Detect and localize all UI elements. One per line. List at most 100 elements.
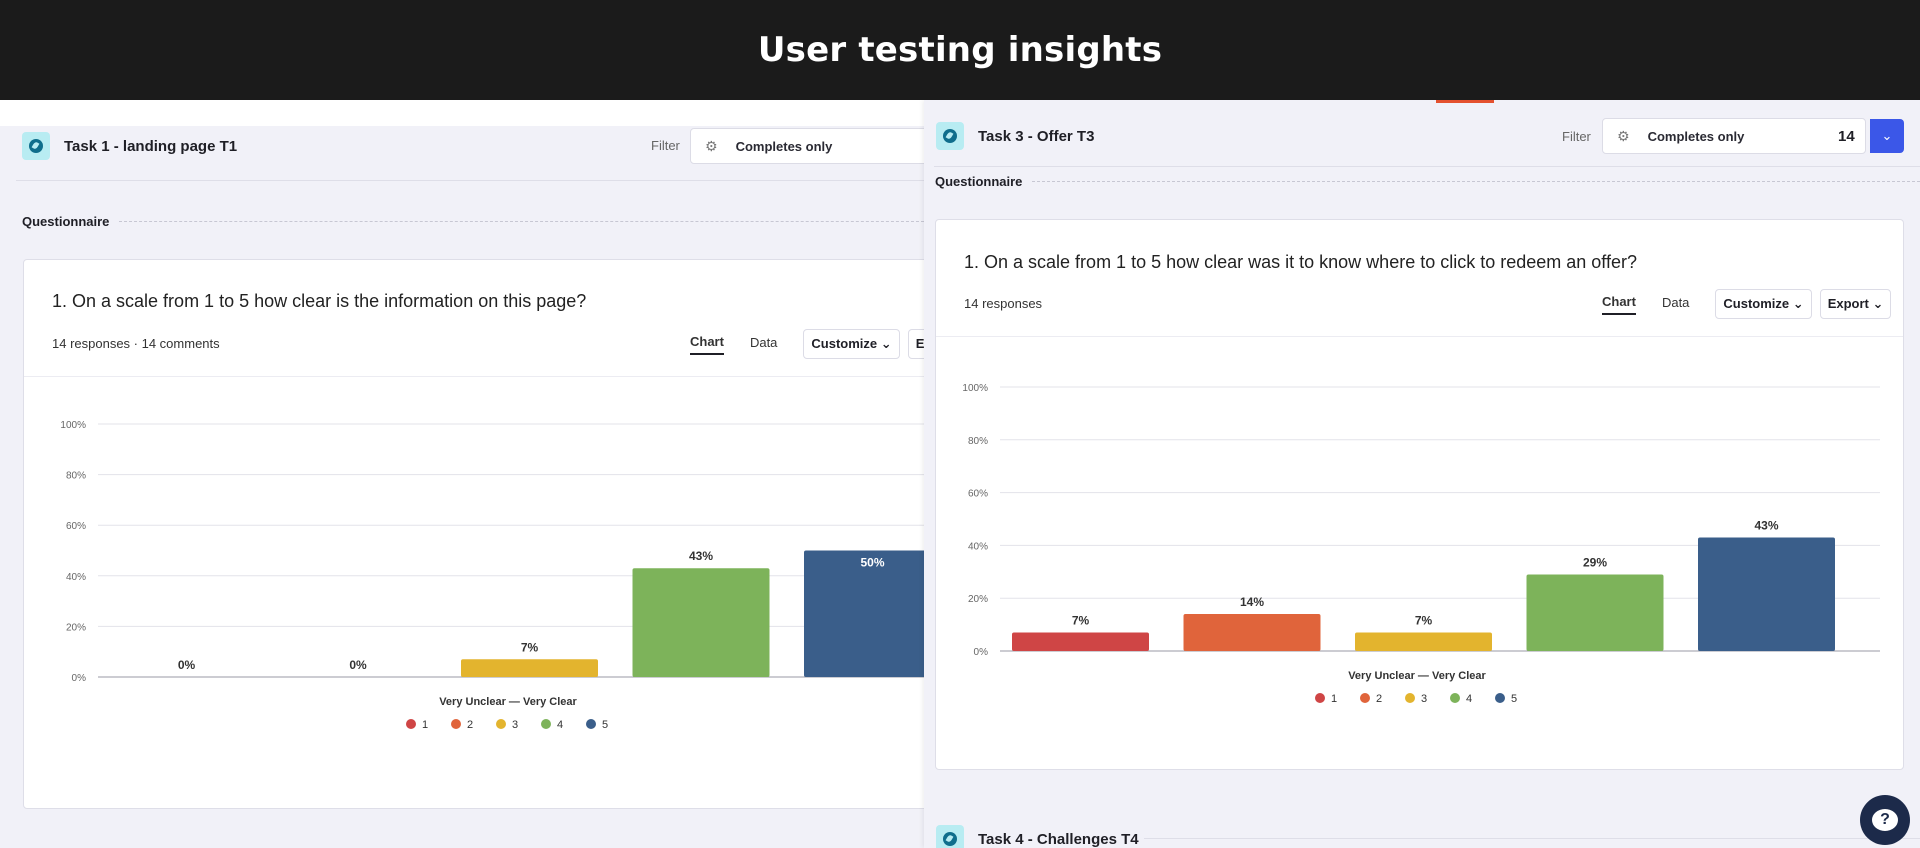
right-panel: Task 3 - Offer T3 Filter ⚙ Completes onl… [924,100,1920,848]
customize-button[interactable]: Customize ⌄ [803,329,900,359]
question-title: 1. On a scale from 1 to 5 how clear was … [964,252,1637,272]
section-questionnaire: Questionnaire [935,174,1920,189]
legend-swatch-2 [451,719,461,729]
legend-swatch-2 [1360,693,1370,703]
legend-label: 1 [422,719,428,731]
customize-label: Customize [1723,296,1790,311]
question-card-left: 1. On a scale from 1 to 5 how clear is t… [23,259,924,809]
task-icon [936,122,964,150]
y-tick-label: 20% [66,622,86,633]
bar-value-label: 0% [349,658,367,672]
legend-label: 4 [1466,693,1472,705]
chart-tabs: Chart Data Customize ⌄ Export ⌄ [690,329,924,359]
bar-value-label: 43% [1754,518,1778,532]
legend-label: 4 [557,719,563,731]
bar-3 [461,659,598,677]
y-tick-label: 100% [60,420,86,431]
filter-value: Completes only [735,138,833,154]
bar-3 [1355,632,1492,651]
chevron-down-icon: ⌄ [1881,128,1893,143]
chevron-down-icon: ⌄ [1792,296,1804,311]
legend-swatch-4 [1450,693,1460,703]
filter-label: Filter [651,138,680,153]
bar-4 [1526,574,1664,651]
legend-swatch-5 [1495,693,1505,703]
legend-swatch-1 [406,719,416,729]
filter-dropdown[interactable]: ⚙ Completes only [690,128,924,164]
bar-4 [632,568,770,677]
question-title: 1. On a scale from 1 to 5 how clear is t… [52,291,587,311]
chart-tabs: Chart Data Customize ⌄ Export ⌄ [1602,289,1899,319]
task-header-left: Task 1 - landing page T1 [22,132,237,160]
help-chat-button[interactable]: ? [1860,795,1910,845]
task-header-right: Task 3 - Offer T3 [936,122,1094,150]
legend-label: 5 [602,719,608,731]
task-title: Task 1 - landing page T1 [64,137,238,155]
task-header-next: Task 4 - Challenges T4 [936,825,1139,848]
help-chat-icon: ? [1872,809,1898,831]
y-tick-label: 80% [968,436,988,447]
task-title: Task 4 - Challenges T4 [978,830,1139,848]
legend-swatch-1 [1315,693,1325,703]
y-tick-label: 100% [962,383,988,394]
header-divider [934,166,1920,167]
y-tick-label: 20% [968,594,988,605]
bar-5 [1698,537,1835,651]
page-banner: User testing insights [0,0,1920,100]
legend-swatch-5 [586,719,596,729]
legend-swatch-3 [496,719,506,729]
bar-5 [804,550,924,677]
legend-label: 3 [512,719,518,731]
y-tick-label: 60% [968,489,988,500]
legend-label: 3 [1421,693,1427,705]
tab-data[interactable]: Data [1661,294,1690,310]
tab-chart[interactable]: Chart [690,334,724,355]
legend-label: 1 [1331,693,1337,705]
export-button[interactable]: Export ⌄ [907,329,924,359]
tab-data[interactable]: Data [749,334,778,350]
next-task-divider [1144,838,1920,839]
bar-value-label: 29% [1583,555,1607,569]
section-questionnaire: Questionnaire [22,214,924,229]
bar-1 [1012,632,1149,651]
question-card-right: 1. On a scale from 1 to 5 how clear was … [935,219,1904,770]
bar-value-label: 14% [1240,595,1264,609]
customize-label: Customize [811,336,878,351]
customize-button[interactable]: Customize ⌄ [1715,289,1812,319]
bar-value-label: 0% [178,658,196,672]
left-panel: Task 1 - landing page T1 Filter ⚙ Comple… [0,100,924,848]
filter-dropdown[interactable]: ⚙ Completes only [1602,118,1866,154]
task-icon [22,132,50,160]
x-axis-label: Very Unclear — Very Clear [439,696,577,708]
header-divider [16,180,924,181]
bar-value-label: 7% [1415,614,1433,628]
filter-dropdown-toggle[interactable]: ⌄ [1870,119,1904,153]
legend-swatch-3 [1405,693,1415,703]
y-tick-label: 0% [72,673,87,684]
bar-value-label: 7% [1072,614,1090,628]
filter-label: Filter [1562,129,1591,144]
bar-value-label: 50% [860,556,884,570]
bar-value-label: 43% [689,549,713,563]
section-title: Questionnaire [935,174,1023,189]
y-tick-label: 40% [66,572,86,583]
response-meta: 14 responses · 14 comments [52,336,220,351]
tab-chart[interactable]: Chart [1602,294,1636,315]
export-button[interactable]: Export ⌄ [1819,289,1892,319]
bar-chart-left: 0% 20% 40% 60% 80% 100% 0% 0% 7% 43% 50% Very Uncle… [60,420,924,731]
filter-count: 14 [1838,128,1855,145]
response-meta: 14 responses [964,296,1043,311]
export-label: Export [1827,296,1869,311]
chevron-down-icon: ⌄ [880,336,892,351]
legend-swatch-4 [541,719,551,729]
section-title: Questionnaire [22,214,110,229]
export-label: Export [915,336,924,351]
sliders-icon: ⚙ [705,137,718,154]
bar-chart-right: 0% 20% 40% 60% 80% 100% 7% 14% 7% 29% 43% Very Uncl… [962,383,1880,705]
page-title: User testing insights [757,30,1163,70]
card-divider [24,376,924,377]
y-tick-label: 60% [66,521,86,532]
bar-value-label: 7% [521,640,539,654]
legend-label: 2 [1376,693,1382,705]
y-tick-label: 40% [968,541,988,552]
